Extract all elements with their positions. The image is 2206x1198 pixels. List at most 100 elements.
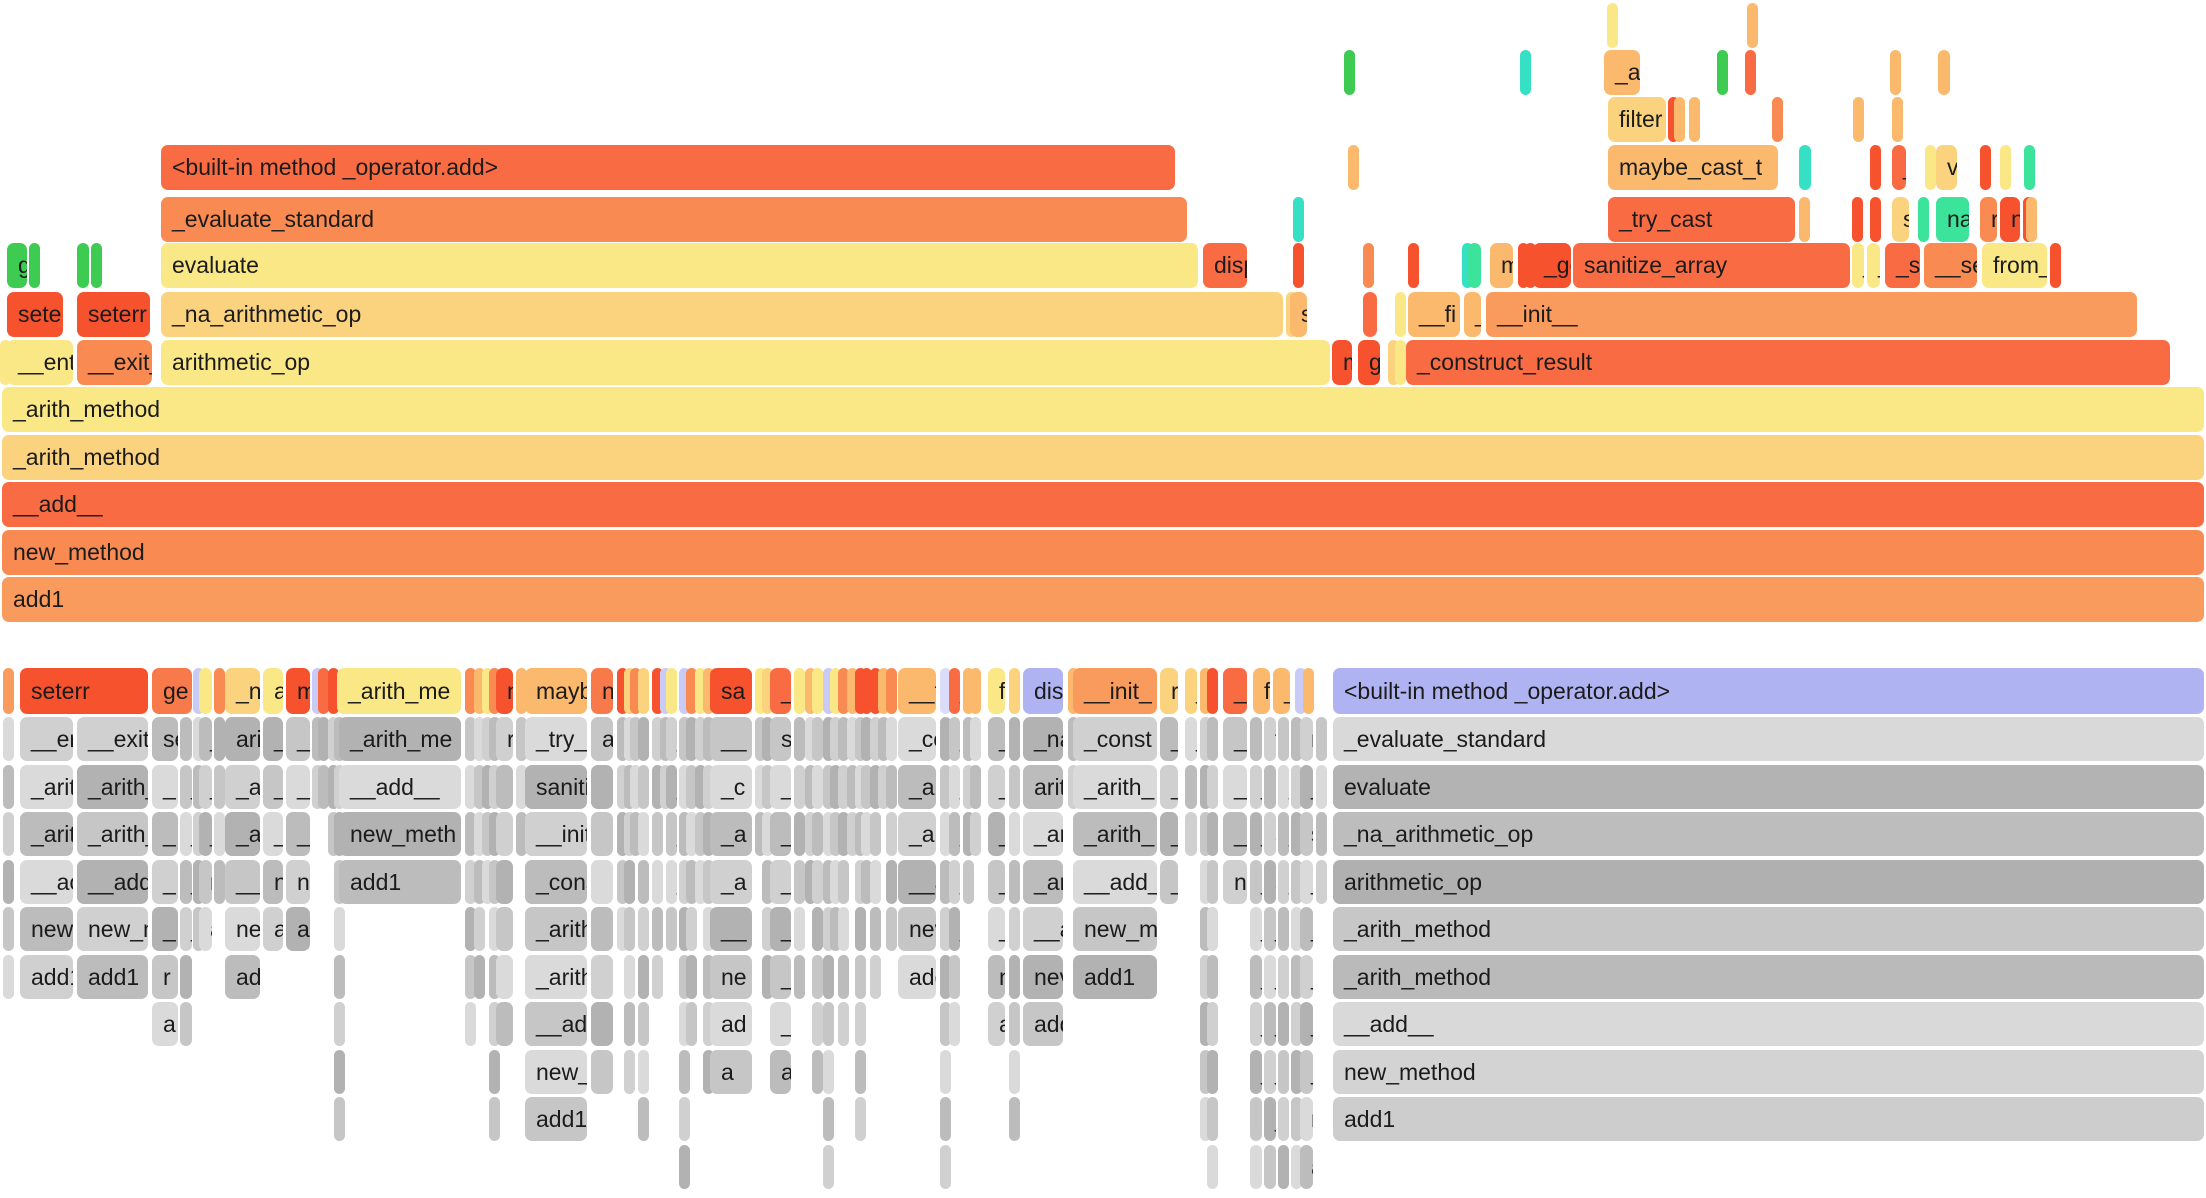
- caller-frame-box[interactable]: _arith: [525, 955, 587, 999]
- caller-frame-box[interactable]: [591, 1002, 613, 1046]
- leaf-frame-box[interactable]: n: [591, 668, 613, 714]
- caller-frame-box[interactable]: new_: [20, 907, 73, 951]
- leaf-frame-box[interactable]: [465, 668, 476, 714]
- caller-frame-box[interactable]: [1291, 955, 1302, 999]
- caller-frame-box[interactable]: [838, 907, 849, 951]
- caller-frame-box[interactable]: [886, 717, 897, 761]
- frame-box[interactable]: g: [7, 243, 27, 288]
- caller-frame-box[interactable]: [838, 1002, 849, 1046]
- caller-frame-box[interactable]: [870, 717, 881, 761]
- caller-frame-box[interactable]: _: [180, 860, 192, 904]
- caller-frame-box[interactable]: a: [1185, 812, 1197, 856]
- frame-box[interactable]: [1938, 50, 1950, 95]
- caller-frame-box[interactable]: [1207, 860, 1218, 904]
- caller-frame-box[interactable]: _: [666, 860, 677, 904]
- frame-box[interactable]: [1525, 243, 1536, 288]
- leaf-frame-box[interactable]: [703, 668, 714, 714]
- leaf-frame-box[interactable]: i: [970, 668, 981, 714]
- caller-frame-box[interactable]: [474, 812, 485, 856]
- leaf-frame-box[interactable]: [870, 668, 881, 714]
- caller-frame-box[interactable]: s: [1264, 812, 1276, 856]
- caller-frame-box[interactable]: [516, 765, 527, 809]
- caller-frame-box[interactable]: [838, 717, 849, 761]
- caller-frame-box[interactable]: _: [199, 717, 212, 761]
- caller-frame-box[interactable]: _: [1250, 907, 1262, 951]
- caller-frame-box[interactable]: [3, 955, 14, 999]
- caller-frame-box[interactable]: _: [949, 765, 960, 809]
- frame-box[interactable]: [1293, 243, 1304, 288]
- frame-box[interactable]: [1892, 97, 1903, 142]
- frame-box[interactable]: [2050, 243, 2061, 288]
- caller-frame-box[interactable]: [489, 860, 500, 904]
- caller-frame-box[interactable]: [334, 1050, 345, 1094]
- caller-frame-box[interactable]: [334, 907, 345, 951]
- leaf-frame-box[interactable]: <built-in method _operator.add>: [1333, 668, 2204, 714]
- frame-box[interactable]: _s: [1885, 243, 1920, 288]
- frame-box[interactable]: [2026, 197, 2037, 242]
- frame-box[interactable]: _: [1892, 145, 1906, 190]
- leaf-frame-box[interactable]: [830, 668, 841, 714]
- caller-frame-box[interactable]: [193, 860, 204, 904]
- caller-frame-box[interactable]: [496, 955, 513, 999]
- caller-frame-box[interactable]: [465, 1002, 476, 1046]
- caller-frame-box[interactable]: __: [225, 860, 260, 904]
- caller-frame-box[interactable]: ne: [225, 907, 260, 951]
- leaf-frame-box[interactable]: [679, 668, 690, 714]
- caller-frame-box[interactable]: [886, 812, 897, 856]
- caller-frame-box[interactable]: [1200, 907, 1211, 951]
- caller-frame-box[interactable]: [812, 955, 823, 999]
- caller-frame-box[interactable]: _: [666, 717, 677, 761]
- caller-frame-box[interactable]: _a: [225, 812, 260, 856]
- caller-frame-box[interactable]: [624, 1002, 635, 1046]
- frame-box[interactable]: [1772, 97, 1783, 142]
- caller-frame-box[interactable]: [762, 717, 773, 761]
- frame-box[interactable]: _: [1464, 292, 1481, 337]
- caller-frame-box[interactable]: n: [1250, 1097, 1262, 1141]
- caller-frame-box[interactable]: [855, 860, 866, 904]
- caller-frame-box[interactable]: [214, 717, 225, 761]
- caller-frame-box[interactable]: [214, 860, 225, 904]
- caller-frame-box[interactable]: [1291, 717, 1302, 761]
- caller-frame-box[interactable]: a: [949, 1002, 960, 1046]
- caller-frame-box[interactable]: [823, 1002, 834, 1046]
- leaf-frame-box[interactable]: [312, 668, 323, 714]
- caller-frame-box[interactable]: [1009, 1050, 1020, 1094]
- caller-frame-box[interactable]: [328, 812, 339, 856]
- caller-frame-box[interactable]: __ac: [20, 860, 73, 904]
- leaf-frame-box[interactable]: _: [1273, 668, 1290, 714]
- caller-frame-box[interactable]: [193, 812, 204, 856]
- leaf-frame-box[interactable]: [686, 668, 697, 714]
- caller-frame-box[interactable]: [630, 812, 641, 856]
- frame-box[interactable]: [1747, 3, 1758, 48]
- caller-frame-box[interactable]: [870, 955, 881, 999]
- frame-box[interactable]: na: [1936, 197, 1969, 242]
- caller-frame-box[interactable]: [794, 765, 805, 809]
- caller-frame-box[interactable]: [695, 812, 706, 856]
- frame-box[interactable]: s: [1290, 292, 1307, 337]
- caller-frame-box[interactable]: add1: [1333, 1097, 2204, 1141]
- caller-frame-box[interactable]: [686, 717, 697, 761]
- frame-box[interactable]: [1925, 145, 1936, 190]
- leaf-frame-box[interactable]: [193, 668, 204, 714]
- caller-frame-box[interactable]: se: [152, 717, 178, 761]
- caller-frame-box[interactable]: [1009, 907, 1020, 951]
- frame-box[interactable]: _: [1852, 243, 1864, 288]
- caller-frame-box[interactable]: [1291, 860, 1302, 904]
- caller-frame-box[interactable]: [3, 907, 14, 951]
- caller-frame-box[interactable]: [638, 907, 649, 951]
- caller-frame-box[interactable]: [861, 765, 872, 809]
- frame-box[interactable]: arithmetic_op: [161, 340, 1330, 385]
- caller-frame-box[interactable]: [847, 765, 858, 809]
- caller-frame-box[interactable]: [652, 955, 663, 999]
- caller-frame-box[interactable]: [489, 1097, 500, 1141]
- caller-frame-box[interactable]: [1316, 812, 1327, 856]
- caller-frame-box[interactable]: _: [199, 765, 212, 809]
- leaf-frame-box[interactable]: [812, 668, 823, 714]
- caller-frame-box[interactable]: [812, 1050, 823, 1094]
- caller-frame-box[interactable]: _: [199, 812, 212, 856]
- caller-frame-box[interactable]: [805, 860, 816, 904]
- caller-frame-box[interactable]: ne: [1223, 860, 1247, 904]
- caller-frame-box[interactable]: [755, 717, 766, 761]
- caller-frame-box[interactable]: _: [770, 812, 791, 856]
- caller-frame-box[interactable]: [328, 765, 339, 809]
